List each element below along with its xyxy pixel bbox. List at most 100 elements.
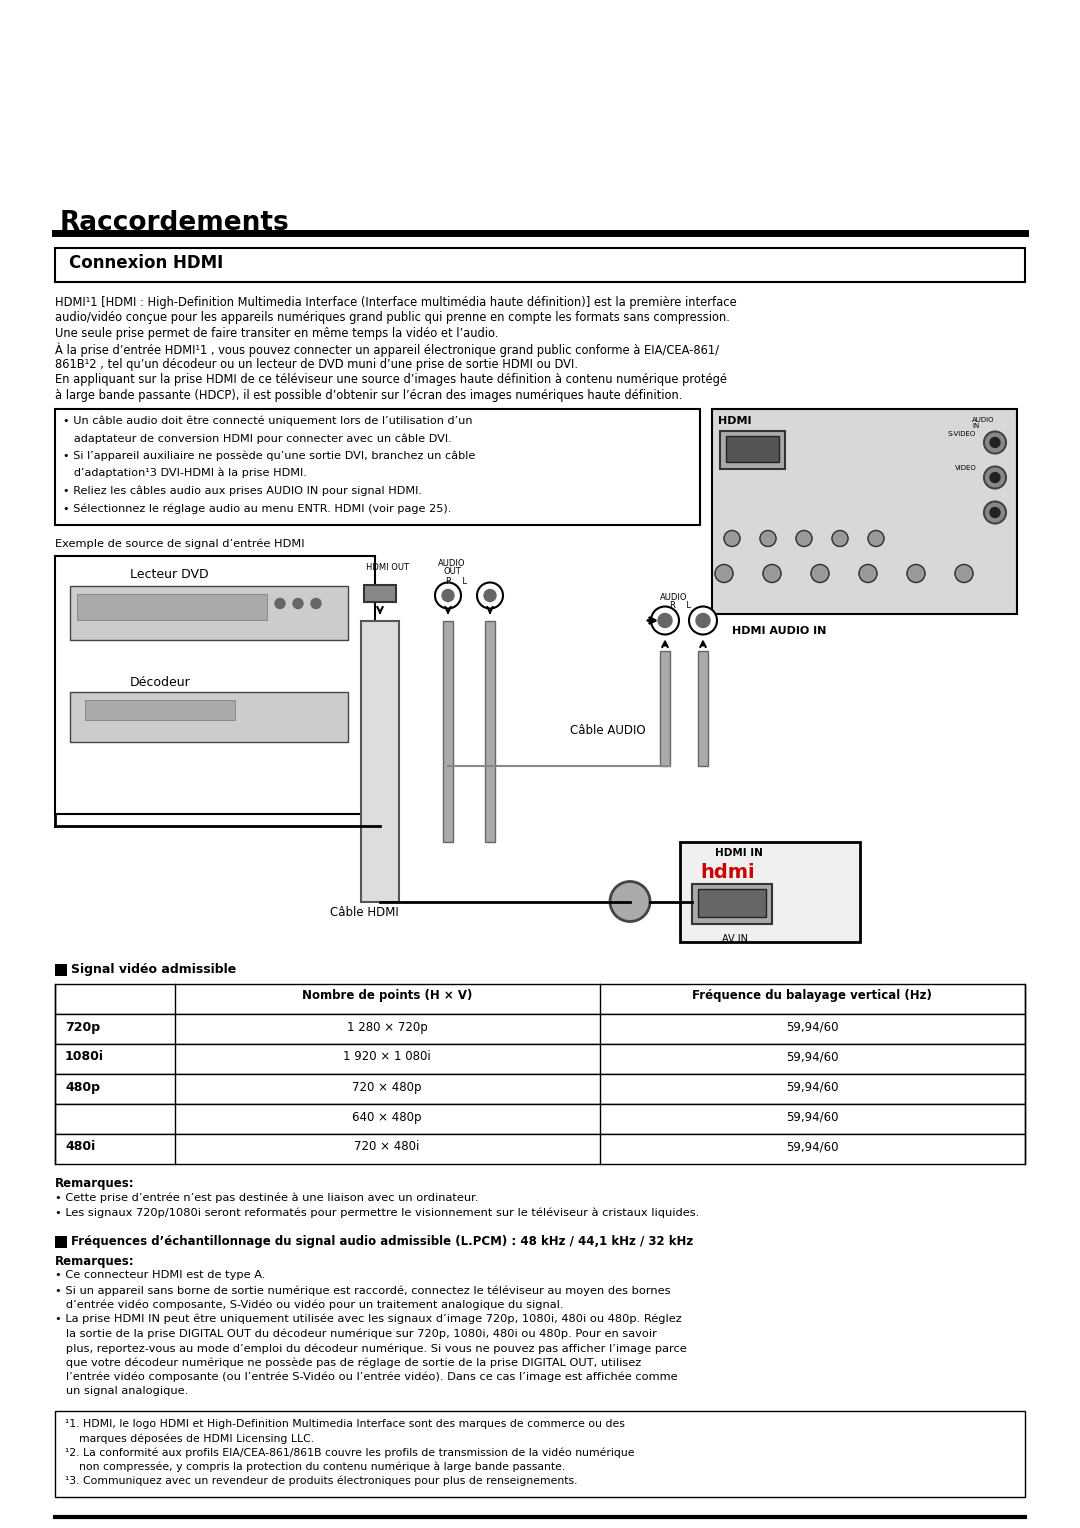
Text: • Ce connecteur HDMI est de type A.: • Ce connecteur HDMI est de type A. <box>55 1270 266 1280</box>
Bar <box>660 651 670 766</box>
Text: la sortie de la prise DIGITAL OUT du décodeur numérique sur 720p, 1080i, 480i ou: la sortie de la prise DIGITAL OUT du déc… <box>55 1328 657 1339</box>
Text: d’entrée vidéo composante, S-Vidéo ou vidéo pour un traitement analogique du sig: d’entrée vidéo composante, S-Vidéo ou vi… <box>55 1299 564 1309</box>
Circle shape <box>484 590 496 602</box>
Circle shape <box>610 882 650 921</box>
Text: 59,94/60: 59,94/60 <box>786 1080 838 1094</box>
Circle shape <box>990 437 1000 448</box>
Circle shape <box>832 530 848 547</box>
Text: 720 × 480p: 720 × 480p <box>352 1080 422 1094</box>
Circle shape <box>689 607 717 634</box>
Text: À la prise d’entrée HDMI¹1 , vous pouvez connecter un appareil électronique gran: À la prise d’entrée HDMI¹1 , vous pouvez… <box>55 342 719 358</box>
Text: AUDIO: AUDIO <box>660 593 688 602</box>
Bar <box>485 620 495 842</box>
Text: hdmi: hdmi <box>700 863 755 883</box>
Text: un signal analogique.: un signal analogique. <box>55 1386 188 1397</box>
Text: Fréquence du balayage vertical (Hz): Fréquence du balayage vertical (Hz) <box>692 990 932 1002</box>
Text: Remarques:: Remarques: <box>55 1178 135 1190</box>
Bar <box>55 964 67 975</box>
Circle shape <box>275 599 285 608</box>
Text: R    L: R L <box>446 576 467 585</box>
Circle shape <box>724 530 740 547</box>
Text: 720 × 480i: 720 × 480i <box>354 1140 420 1154</box>
Text: 720p: 720p <box>65 1021 100 1033</box>
Text: 59,94/60: 59,94/60 <box>786 1051 838 1063</box>
Text: R    L: R L <box>670 602 691 611</box>
Text: ¹2. La conformité aux profils EIA/CEA-861/861B couvre les profils de transmissio: ¹2. La conformité aux profils EIA/CEA-86… <box>65 1447 635 1458</box>
Text: 1 920 × 1 080i: 1 920 × 1 080i <box>343 1051 431 1063</box>
Text: S-VIDEO: S-VIDEO <box>947 431 975 437</box>
Text: à large bande passante (HDCP), il est possible d’obtenir sur l’écran des images : à large bande passante (HDCP), il est po… <box>55 390 683 402</box>
Bar <box>55 1074 1025 1103</box>
Text: Exemple de source de signal d’entrée HDMI: Exemple de source de signal d’entrée HDM… <box>55 538 305 549</box>
Text: 1080i: 1080i <box>65 1051 104 1063</box>
Text: ¹1. HDMI, le logo HDMI et High-Definition Multimedia Interface sont des marques : ¹1. HDMI, le logo HDMI et High-Definitio… <box>65 1420 625 1429</box>
Bar <box>55 248 1025 283</box>
Text: • Sélectionnez le réglage audio au menu ENTR. HDMI (voir page 25).: • Sélectionnez le réglage audio au menu … <box>63 503 451 513</box>
Text: • Si un appareil sans borne de sortie numérique est raccordé, connectez le télév: • Si un appareil sans borne de sortie nu… <box>55 1285 671 1296</box>
Circle shape <box>311 599 321 608</box>
Circle shape <box>868 530 885 547</box>
Text: HDMI IN: HDMI IN <box>715 848 762 857</box>
Bar <box>70 692 348 741</box>
Circle shape <box>955 564 973 582</box>
Circle shape <box>293 599 303 608</box>
Text: Une seule prise permet de faire transiter en même temps la vidéo et l’audio.: Une seule prise permet de faire transite… <box>55 327 498 341</box>
Text: OUT: OUT <box>443 567 461 576</box>
Circle shape <box>435 582 461 608</box>
Text: 480i: 480i <box>65 1140 95 1154</box>
Bar <box>443 620 453 842</box>
Circle shape <box>984 466 1005 489</box>
Text: Remarques:: Remarques: <box>55 1256 135 1268</box>
Text: plus, reportez-vous au mode d’emploi du décodeur numérique. Si vous ne pouvez pa: plus, reportez-vous au mode d’emploi du … <box>55 1343 687 1354</box>
Circle shape <box>760 530 777 547</box>
Circle shape <box>990 507 1000 518</box>
Circle shape <box>442 590 454 602</box>
Text: VIDEO: VIDEO <box>955 465 976 471</box>
Bar <box>55 984 1025 1013</box>
Bar <box>77 593 267 619</box>
Text: 59,94/60: 59,94/60 <box>786 1140 838 1154</box>
Text: 59,94/60: 59,94/60 <box>786 1111 838 1123</box>
Bar <box>55 556 375 813</box>
Circle shape <box>811 564 829 582</box>
Text: non compressée, y compris la protection du contenu numérique à large bande passa: non compressée, y compris la protection … <box>65 1461 565 1471</box>
Text: Signal vidéo admissible: Signal vidéo admissible <box>71 964 237 976</box>
Text: 59,94/60: 59,94/60 <box>786 1021 838 1033</box>
Circle shape <box>990 472 1000 483</box>
Text: Nombre de points (H × V): Nombre de points (H × V) <box>301 990 472 1002</box>
Text: Fréquences d’échantillonnage du signal audio admissible (L.PCM) : 48 kHz / 44,1 : Fréquences d’échantillonnage du signal a… <box>71 1236 693 1248</box>
Bar <box>364 585 396 602</box>
Bar <box>55 1013 1025 1044</box>
Bar <box>55 1410 1025 1497</box>
Text: Décodeur: Décodeur <box>130 675 191 689</box>
Text: AUDIO
IN: AUDIO IN <box>972 417 995 429</box>
Bar <box>55 1236 67 1247</box>
Bar <box>55 1134 1025 1163</box>
Text: que votre décodeur numérique ne possède pas de réglage de sortie de la prise DIG: que votre décodeur numérique ne possède … <box>55 1357 642 1368</box>
Circle shape <box>984 501 1005 524</box>
Circle shape <box>696 614 710 628</box>
Text: HDMI AUDIO IN: HDMI AUDIO IN <box>732 625 826 636</box>
Text: • Les signaux 720p/1080i seront reformatés pour permettre le visionnement sur le: • Les signaux 720p/1080i seront reformat… <box>55 1207 699 1218</box>
Bar <box>680 842 860 941</box>
Text: ¹3. Communiquez avec un revendeur de produits électroniques pour plus de renseig: ¹3. Communiquez avec un revendeur de pro… <box>65 1475 578 1485</box>
Text: Connexion HDMI: Connexion HDMI <box>69 254 224 272</box>
Text: En appliquant sur la prise HDMI de ce téléviseur une source d’images haute défin: En appliquant sur la prise HDMI de ce té… <box>55 373 727 387</box>
Text: Lecteur DVD: Lecteur DVD <box>130 568 208 582</box>
Circle shape <box>796 530 812 547</box>
Circle shape <box>651 607 679 634</box>
Circle shape <box>477 582 503 608</box>
Text: 861B¹2 , tel qu’un décodeur ou un lecteur de DVD muni d’une prise de sortie HDMI: 861B¹2 , tel qu’un décodeur ou un lecteu… <box>55 358 578 371</box>
Text: • Cette prise d’entrée n’est pas destinée à une liaison avec un ordinateur.: • Cette prise d’entrée n’est pas destiné… <box>55 1192 478 1203</box>
Bar <box>70 585 348 640</box>
Text: HDMI: HDMI <box>718 417 752 426</box>
Text: 640 × 480p: 640 × 480p <box>352 1111 422 1123</box>
Text: Câble AUDIO: Câble AUDIO <box>570 723 646 736</box>
Text: Raccordements: Raccordements <box>60 209 289 235</box>
Text: adaptateur de conversion HDMI pour connecter avec un câble DVI.: adaptateur de conversion HDMI pour conne… <box>63 432 451 443</box>
Text: • Reliez les câbles audio aux prises AUDIO IN pour signal HDMI.: • Reliez les câbles audio aux prises AUD… <box>63 486 422 497</box>
Bar <box>55 1103 1025 1134</box>
Text: HDMI OUT: HDMI OUT <box>366 562 409 571</box>
Circle shape <box>762 564 781 582</box>
Circle shape <box>859 564 877 582</box>
